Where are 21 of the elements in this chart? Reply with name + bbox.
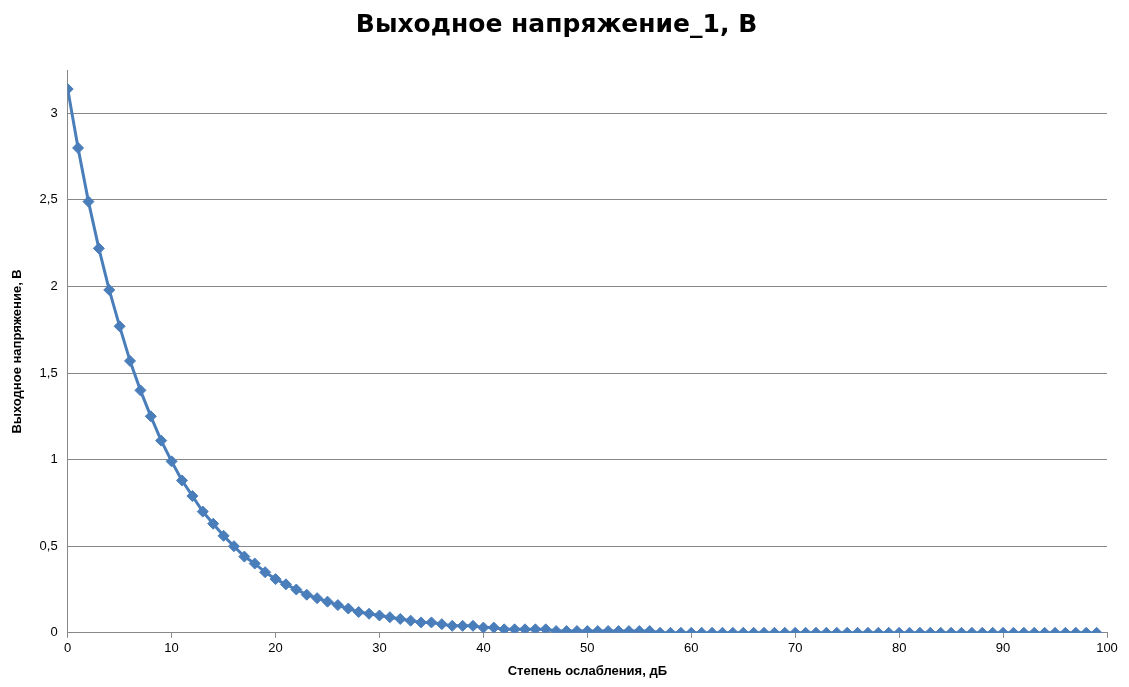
y-tick-label: 0,5: [39, 537, 58, 553]
x-tick-label: 90: [995, 640, 1011, 656]
y-tick-label: 1: [50, 451, 58, 467]
chart-title: Выходное напряжение_1, В: [355, 8, 758, 38]
y-tick-label: 0: [50, 624, 58, 640]
x-tick-label: 40: [476, 640, 491, 656]
x-tick-label: 0: [64, 640, 72, 656]
x-tick-label: 20: [268, 640, 283, 656]
y-tick-label: 3: [50, 104, 58, 120]
x-tick-label: 30: [372, 640, 387, 656]
x-tick-label: 80: [891, 640, 907, 656]
x-axis-title: Степень ослабления, дБ: [507, 662, 667, 678]
x-tick-label: 100: [1096, 640, 1118, 656]
x-tick-label: 70: [787, 640, 803, 656]
x-tick-label: 50: [580, 640, 595, 656]
y-tick-label: 2,5: [39, 191, 58, 207]
y-tick-label: 1,5: [39, 364, 58, 380]
y-tick-label: 2: [50, 278, 58, 294]
y-axis-title: Выходное напряжение, В: [9, 269, 25, 434]
x-tick-label: 10: [164, 640, 179, 656]
x-tick-label: 60: [684, 640, 699, 656]
